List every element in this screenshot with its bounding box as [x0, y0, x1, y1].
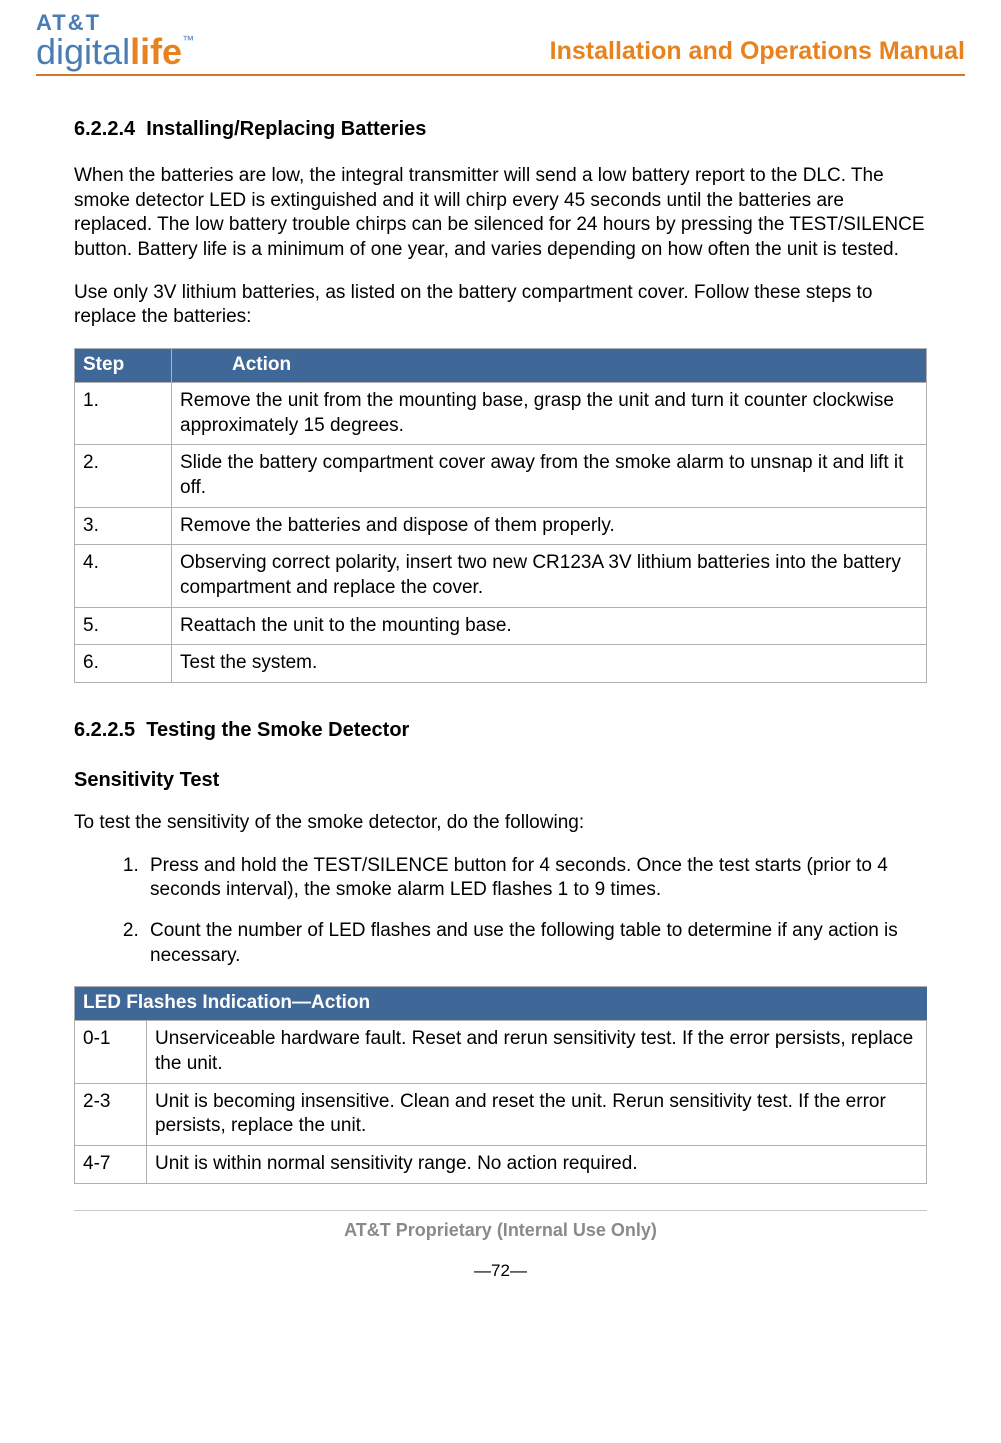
cell-action: Reattach the unit to the mounting base.	[172, 607, 927, 645]
cell-action: Remove the batteries and dispose of them…	[172, 507, 927, 545]
cell-step: 1.	[75, 382, 172, 444]
table-row: 5.Reattach the unit to the mounting base…	[75, 607, 927, 645]
table-row: 0-1Unserviceable hardware fault. Reset a…	[75, 1021, 927, 1083]
section-title: Installing/Replacing Batteries	[146, 118, 426, 140]
cell-action: Unserviceable hardware fault. Reset and …	[147, 1021, 927, 1083]
brand-logo: AT&T digitallife™	[36, 12, 194, 70]
logo-bottom-text: digitallife™	[36, 34, 194, 70]
manual-title: Installation and Operations Manual	[550, 37, 965, 70]
logo-word-life: life	[130, 31, 182, 72]
cell-range: 2-3	[75, 1083, 147, 1145]
table-row: 1.Remove the unit from the mounting base…	[75, 382, 927, 444]
footer-proprietary: AT&T Proprietary (Internal Use Only)	[74, 1219, 927, 1242]
cell-action: Slide the battery compartment cover away…	[172, 445, 927, 507]
list-item: Press and hold the TEST/SILENCE button f…	[144, 854, 927, 903]
col-header-led: LED Flashes Indication—Action	[75, 987, 927, 1021]
page-header: AT&T digitallife™ Installation and Opera…	[36, 12, 965, 74]
section-heading-testing: 6.2.2.5 Testing the Smoke Detector	[74, 717, 927, 743]
table-header-row: Step Action	[75, 349, 927, 383]
cell-step: 3.	[75, 507, 172, 545]
led-flashes-table: LED Flashes Indication—Action 0-1Unservi…	[74, 986, 927, 1183]
paragraph: When the batteries are low, the integral…	[74, 164, 927, 263]
logo-word-digital: digital	[36, 31, 130, 72]
cell-range: 4-7	[75, 1145, 147, 1183]
col-header-action: Action	[172, 349, 927, 383]
cell-step: 6.	[75, 645, 172, 683]
table-row: 4-7Unit is within normal sensitivity ran…	[75, 1145, 927, 1183]
table-header-row: LED Flashes Indication—Action	[75, 987, 927, 1021]
cell-step: 2.	[75, 445, 172, 507]
cell-action: Remove the unit from the mounting base, …	[172, 382, 927, 444]
sensitivity-steps-list: Press and hold the TEST/SILENCE button f…	[74, 854, 927, 969]
cell-step: 5.	[75, 607, 172, 645]
table-row: 4.Observing correct polarity, insert two…	[75, 545, 927, 607]
cell-action: Unit is within normal sensitivity range.…	[147, 1145, 927, 1183]
cell-action: Test the system.	[172, 645, 927, 683]
cell-action: Observing correct polarity, insert two n…	[172, 545, 927, 607]
section-heading-batteries: 6.2.2.4 Installing/Replacing Batteries	[74, 116, 927, 142]
table-row: 2.Slide the battery compartment cover aw…	[75, 445, 927, 507]
table-row: 6.Test the system.	[75, 645, 927, 683]
page-content: 6.2.2.4 Installing/Replacing Batteries W…	[36, 76, 965, 1292]
list-item: Count the number of LED flashes and use …	[144, 919, 927, 968]
section-number: 6.2.2.5	[74, 719, 135, 741]
cell-action: Unit is becoming insensitive. Clean and …	[147, 1083, 927, 1145]
col-header-step: Step	[75, 349, 172, 383]
paragraph: To test the sensitivity of the smoke det…	[74, 811, 927, 836]
page-footer: AT&T Proprietary (Internal Use Only) ―72…	[74, 1210, 927, 1282]
cell-range: 0-1	[75, 1021, 147, 1083]
section-number: 6.2.2.4	[74, 118, 135, 140]
footer-page-number: ―72―	[74, 1260, 927, 1282]
table-row: 3.Remove the batteries and dispose of th…	[75, 507, 927, 545]
table-row: 2-3Unit is becoming insensitive. Clean a…	[75, 1083, 927, 1145]
subsection-heading: Sensitivity Test	[74, 767, 927, 793]
cell-step: 4.	[75, 545, 172, 607]
steps-table: Step Action 1.Remove the unit from the m…	[74, 348, 927, 683]
section-title: Testing the Smoke Detector	[146, 719, 409, 741]
paragraph: Use only 3V lithium batteries, as listed…	[74, 281, 927, 330]
logo-trademark: ™	[182, 33, 194, 47]
